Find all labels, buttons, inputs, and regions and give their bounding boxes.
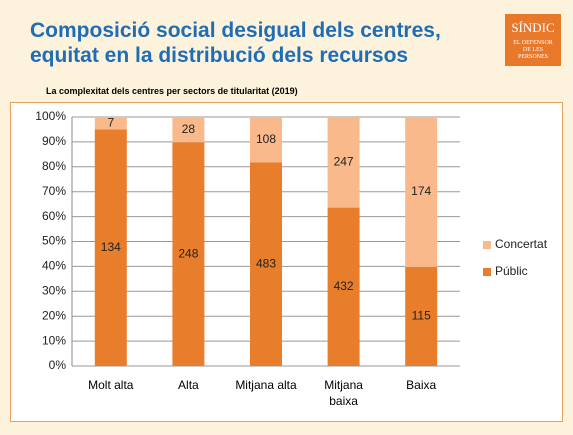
bar-segment <box>172 117 205 143</box>
data-label: 432 <box>334 279 354 293</box>
x-tick-label: Mitjana alta <box>235 378 297 392</box>
bar-segment <box>405 266 438 366</box>
y-tick-label: 80% <box>42 159 66 173</box>
bar-segment <box>250 162 282 366</box>
logo: SÍNDIC EL DEFENSOR DE LES PERSONES <box>505 14 561 66</box>
x-tick-label: Mitjana baixa <box>324 378 363 408</box>
logo-text: SÍNDIC <box>511 20 555 35</box>
y-tick-label: 60% <box>42 209 66 223</box>
data-label: 483 <box>256 256 276 270</box>
data-label: 108 <box>256 132 276 146</box>
y-tick-label: 20% <box>42 308 66 322</box>
y-tick-label: 50% <box>42 234 66 248</box>
legend-label: Concertat <box>495 237 548 251</box>
legend-label: Públic <box>495 264 528 278</box>
x-tick-label: Alta <box>178 378 199 392</box>
bar-segment <box>94 117 127 130</box>
bar-segment <box>172 142 205 366</box>
x-tick-label: Baixa <box>406 378 437 392</box>
bar-segment <box>94 129 127 366</box>
data-label: 134 <box>101 240 121 254</box>
legend-swatch <box>483 241 491 249</box>
bar-segment <box>250 117 282 163</box>
y-tick-label: 10% <box>42 333 66 347</box>
x-tick-label: Molt alta <box>88 378 134 392</box>
y-tick-label: 40% <box>42 259 66 273</box>
y-tick-label: 30% <box>42 283 66 297</box>
data-label: 7 <box>107 115 114 129</box>
y-tick-label: 90% <box>42 134 66 148</box>
data-label: 174 <box>411 184 431 198</box>
data-label: 248 <box>178 246 198 260</box>
y-tick-label: 70% <box>42 184 66 198</box>
data-label: 247 <box>334 154 354 168</box>
bar-segment <box>405 117 438 267</box>
legend-swatch <box>483 268 491 276</box>
bar-segment <box>327 117 360 208</box>
chart-title: La complexitat dels centres per sectors … <box>46 86 298 96</box>
data-label: 28 <box>182 122 196 136</box>
y-tick-label: 0% <box>49 358 67 372</box>
bar-segment <box>327 207 360 366</box>
logo-subtext: EL DEFENSOR DE LES PERSONES <box>513 40 553 60</box>
data-label: 115 <box>412 309 431 323</box>
y-tick-label: 100% <box>35 109 66 123</box>
slide-title: Composició social desigual dels centres,… <box>30 19 441 67</box>
